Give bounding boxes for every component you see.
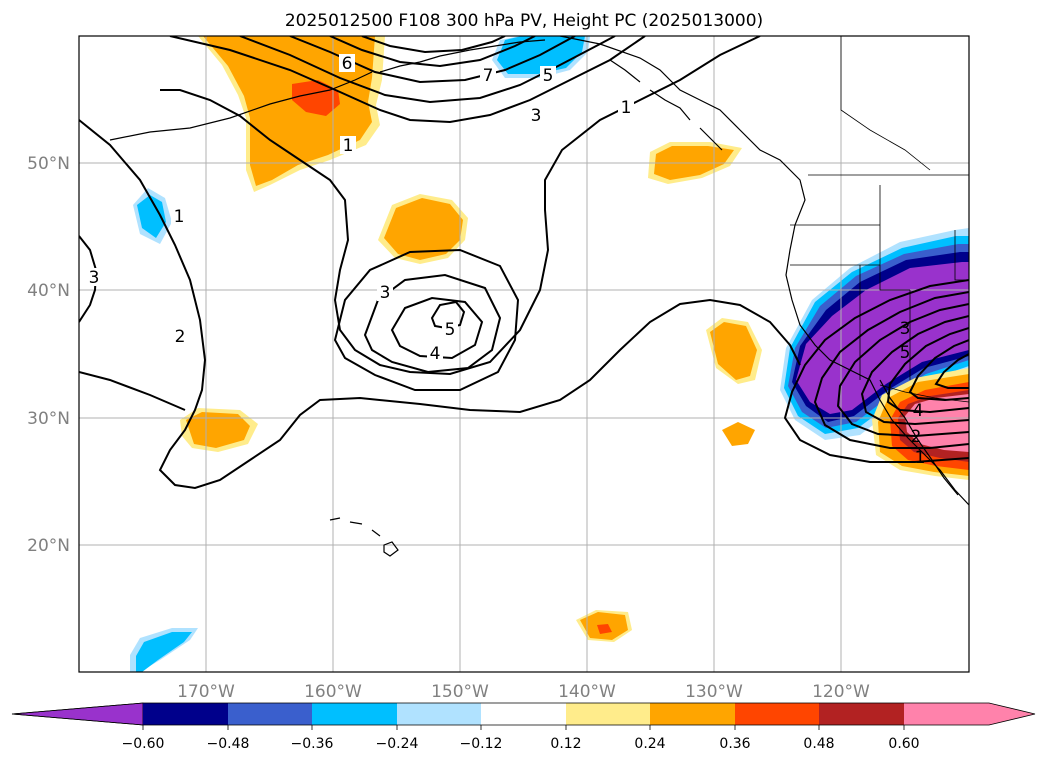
colorbar: −0.60 −0.48 −0.36 −0.24 −0.12 0.12 0.24 … xyxy=(11,702,1036,752)
pv-positive-region-central-core xyxy=(384,198,463,260)
coastline-north-america xyxy=(559,36,969,506)
political-borders xyxy=(790,36,969,403)
pv-positive-region-south-max xyxy=(597,624,612,634)
contour-label: 3 xyxy=(89,268,100,288)
contour-california-4 xyxy=(860,315,969,426)
colorbar-tick-label: −0.24 xyxy=(376,736,419,752)
lon-tick-label: 130°W xyxy=(685,682,743,702)
colorbar-tick-label: 0.12 xyxy=(550,736,581,752)
colorbar-swatch xyxy=(566,703,650,725)
lon-tick-label: 120°W xyxy=(812,682,870,702)
contour-label: 5 xyxy=(445,320,456,340)
contour-ring-core xyxy=(430,300,466,330)
contour-california-3 xyxy=(836,303,969,438)
coastline-baja xyxy=(879,379,959,496)
lon-tick-label: 150°W xyxy=(431,682,489,702)
colorbar-swatch xyxy=(481,703,566,725)
contour-label: 4 xyxy=(430,344,441,364)
colorbar-tick-label: 0.24 xyxy=(634,736,665,752)
border-alaska-canada xyxy=(840,36,931,171)
contour-west-loop xyxy=(79,371,186,411)
lon-tick-label: 160°W xyxy=(304,682,362,702)
contour-ring-4 xyxy=(363,273,502,374)
contour-label: 5 xyxy=(900,343,911,363)
contour-inner-trough xyxy=(160,36,761,376)
height-contours xyxy=(79,36,969,490)
coastline-aleutians xyxy=(109,71,373,141)
colorbar-tick-label: 0.48 xyxy=(803,736,834,752)
pv-positive-region-southwest-core xyxy=(186,412,250,448)
colorbar-tick-label: 0.36 xyxy=(719,736,750,752)
contour-california-1 xyxy=(783,279,969,463)
figure-title: 2025012500 F108 300 hPa PV, Height PC (2… xyxy=(285,11,763,31)
contour-trough-upper-4 xyxy=(329,36,536,68)
contour-trough-upper-1 xyxy=(169,36,646,124)
pv-negative-region-west-core xyxy=(137,195,166,238)
map-panel: 6 7 5 3 1 1 1 3 2 3 5 xyxy=(78,35,970,673)
colorbar-swatch xyxy=(228,703,312,725)
contour-trough-upper-3 xyxy=(289,36,576,84)
colorbar-swatch xyxy=(312,703,397,725)
colorbar-swatch xyxy=(819,703,904,725)
contour-labels: 6 7 5 3 1 1 1 3 2 3 5 xyxy=(86,54,925,468)
contour-label: 2 xyxy=(911,427,922,447)
colorbar-extend-high xyxy=(904,703,1035,725)
lon-tick-label: 140°W xyxy=(558,682,616,702)
contour-label: 1 xyxy=(174,207,185,227)
contour-trough-upper-5 xyxy=(361,36,506,54)
coastline-alaska-peninsula xyxy=(379,39,546,73)
coastline-hawaii xyxy=(329,517,399,557)
contour-label: 3 xyxy=(531,106,542,126)
colorbar-swatch xyxy=(650,703,735,725)
contour-california-6 xyxy=(908,339,969,402)
contour-california-7 xyxy=(934,353,969,389)
pv-positive-region-east-small-core xyxy=(710,322,757,380)
coastlines xyxy=(109,36,969,557)
contour-label: 3 xyxy=(380,283,391,303)
contour-ring-5 xyxy=(390,296,484,360)
pv-positive-region-tiny xyxy=(722,422,755,446)
lat-tick-label: 20°N xyxy=(27,536,70,556)
colorbar-swatch xyxy=(735,703,819,725)
border-us-states xyxy=(790,185,969,380)
coastline-canada-islands xyxy=(609,59,723,151)
contour-label: 1 xyxy=(915,448,926,468)
colorbar-tick-label: 0.60 xyxy=(888,736,919,752)
latitude-labels: 50°N 40°N 30°N 20°N xyxy=(27,154,70,556)
contour-label: 3 xyxy=(900,319,911,339)
contour-california-2 xyxy=(813,291,969,449)
lat-tick-label: 50°N xyxy=(27,154,70,174)
colorbar-swatch xyxy=(143,703,228,725)
contour-label: 1 xyxy=(343,136,354,156)
lat-tick-label: 40°N xyxy=(27,281,70,301)
contour-california-5 xyxy=(886,327,969,414)
colorbar-tick-label: −0.12 xyxy=(460,736,503,752)
colorbar-tick-label: −0.36 xyxy=(291,736,334,752)
colorbar-extend-low xyxy=(11,702,144,726)
lon-tick-label: 170°W xyxy=(177,682,235,702)
colorbar-tick-label: −0.48 xyxy=(207,736,250,752)
contour-label: 1 xyxy=(621,98,632,118)
contour-label: 6 xyxy=(342,54,353,74)
pv-positive-region-aleutian-max xyxy=(292,80,340,116)
colorbar-tick-label: −0.60 xyxy=(122,736,165,752)
longitude-labels: 170°W 160°W 150°W 140°W 130°W 120°W xyxy=(177,682,870,702)
pv-negative-region-southwest-core xyxy=(136,632,192,672)
map-frame xyxy=(78,35,970,673)
contour-label: 5 xyxy=(543,66,554,86)
contour-label: 4 xyxy=(913,401,924,421)
lat-tick-label: 30°N xyxy=(27,409,70,429)
contour-label: 2 xyxy=(175,327,186,347)
contour-label: 7 xyxy=(483,66,494,86)
contour-trough-upper-2 xyxy=(239,36,616,104)
contour-pacific-high-outer xyxy=(79,119,801,490)
colorbar-swatch xyxy=(397,703,481,725)
contour-ring-3 xyxy=(333,248,520,391)
